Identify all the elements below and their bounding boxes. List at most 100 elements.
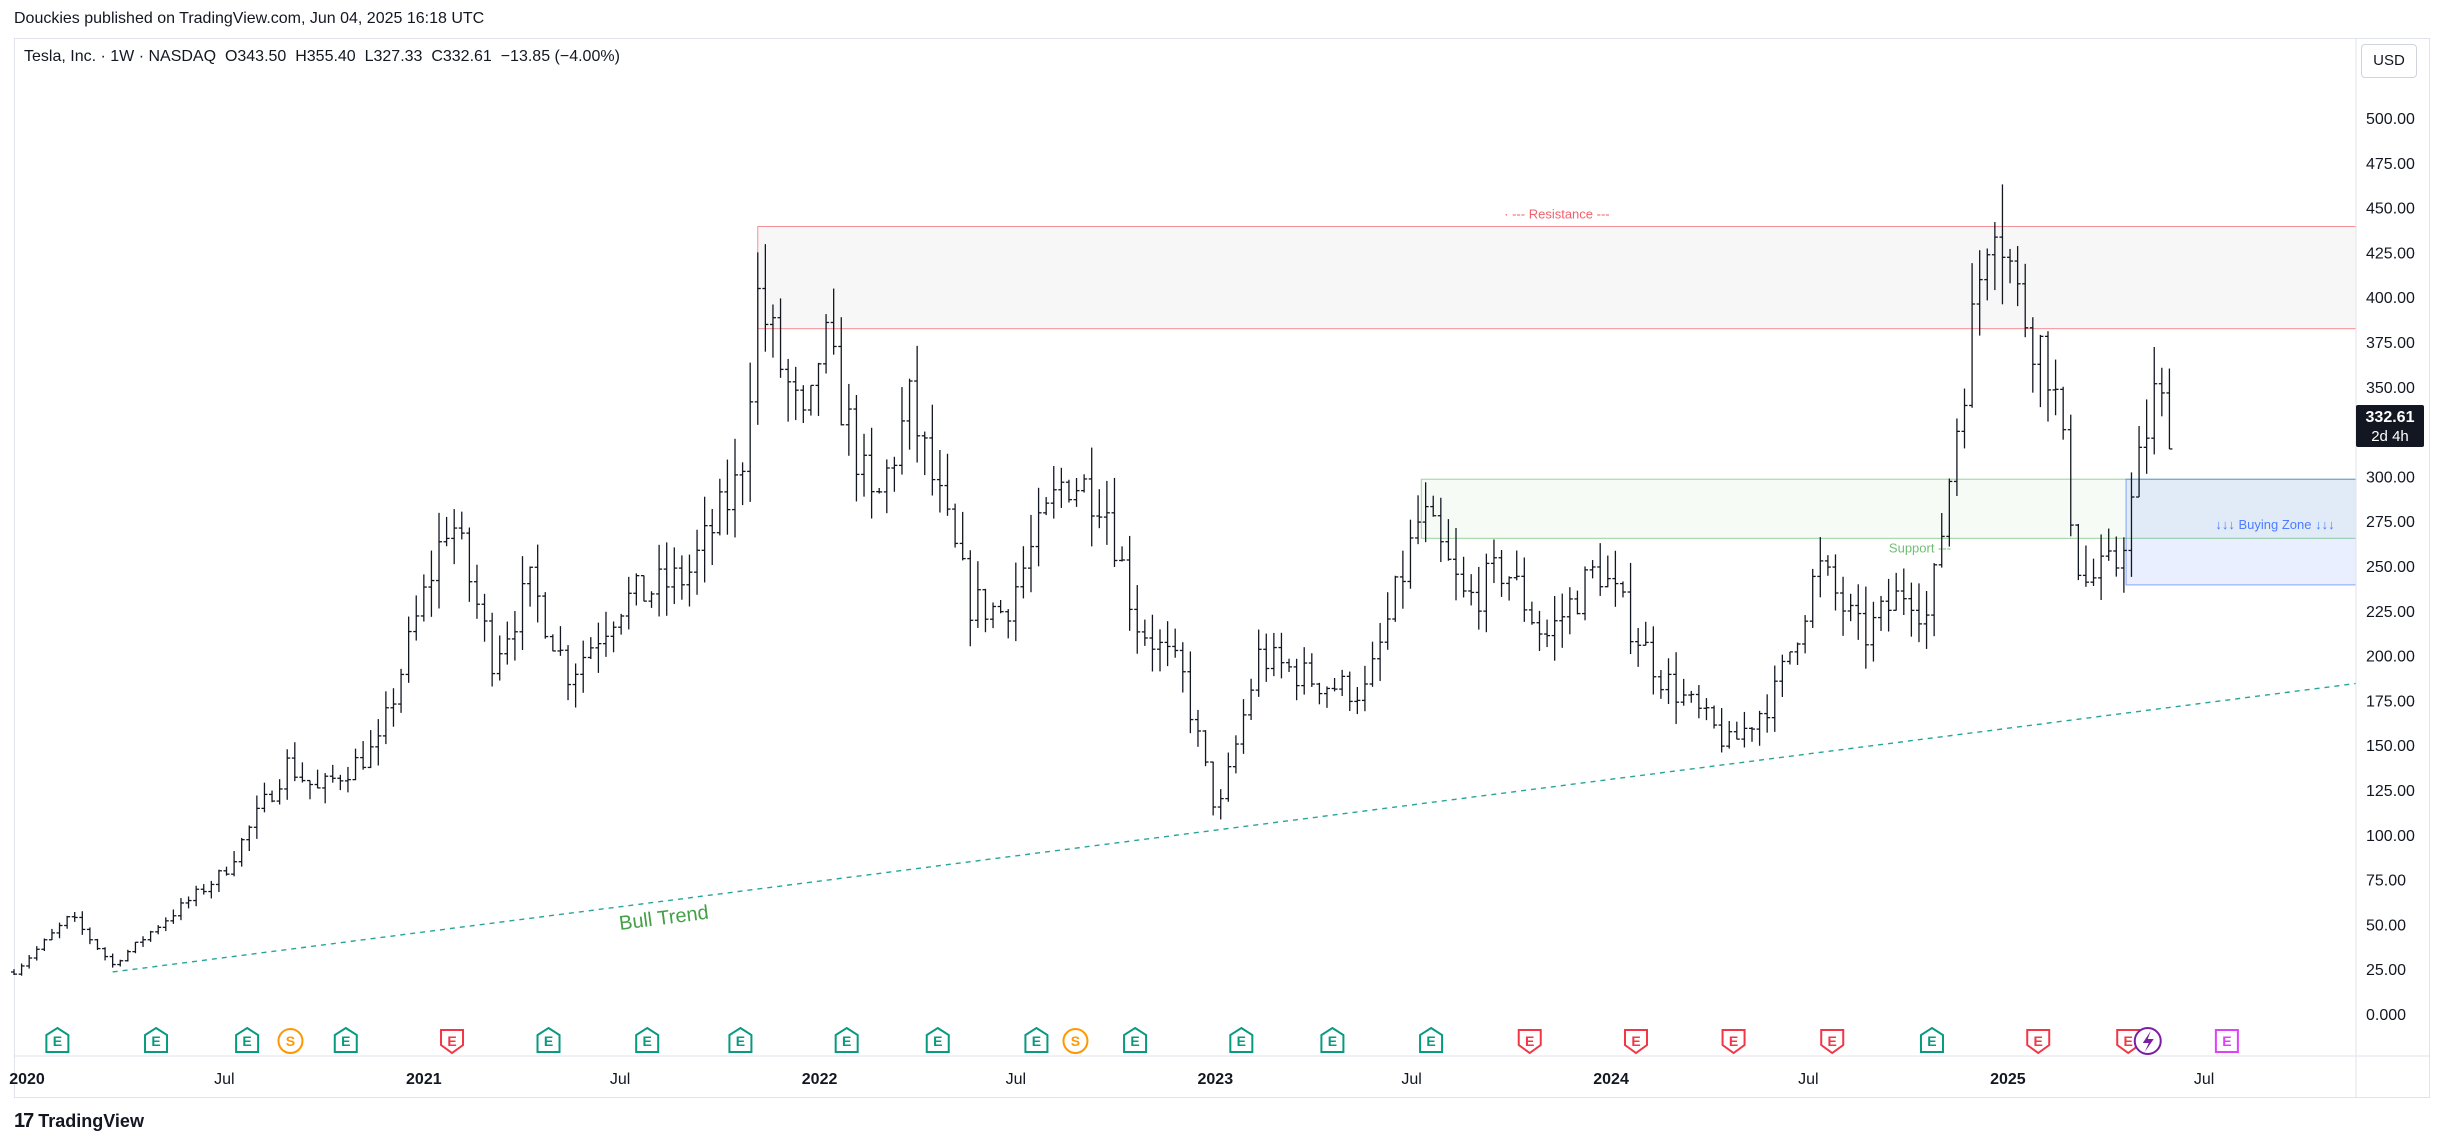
ohlc-bar[interactable] xyxy=(238,837,245,867)
ohlc-bar[interactable] xyxy=(1270,632,1277,677)
ohlc-bar[interactable] xyxy=(1938,512,1945,568)
ohlc-bar[interactable] xyxy=(1323,686,1330,708)
ohlc-bar[interactable] xyxy=(1794,642,1801,665)
ohlc-bar[interactable] xyxy=(2113,536,2120,577)
ohlc-bar[interactable] xyxy=(1179,642,1186,693)
earnings-badge-icon[interactable]: E xyxy=(235,1026,260,1053)
ohlc-bar[interactable] xyxy=(1050,465,1057,519)
ohlc-bar[interactable] xyxy=(982,588,989,633)
ohlc-bar[interactable] xyxy=(1984,248,1991,301)
ohlc-bar[interactable] xyxy=(1718,708,1725,753)
ohlc-bar[interactable] xyxy=(1862,586,1869,669)
ohlc-bar[interactable] xyxy=(1703,698,1710,721)
ohlc-bar[interactable] xyxy=(1900,568,1907,616)
ohlc-bar[interactable] xyxy=(344,766,351,793)
ohlc-bar[interactable] xyxy=(1764,694,1771,733)
ohlc-bar[interactable] xyxy=(1741,711,1748,748)
ohlc-bar[interactable] xyxy=(762,244,769,352)
earnings-badge-icon[interactable]: E xyxy=(536,1026,561,1053)
ohlc-bar[interactable] xyxy=(1468,574,1475,606)
ohlc-bar[interactable] xyxy=(769,304,776,358)
ohlc-bar[interactable] xyxy=(1521,557,1528,622)
ohlc-bar[interactable] xyxy=(2143,399,2150,474)
support-zone[interactable] xyxy=(1420,478,2357,539)
ohlc-bar[interactable] xyxy=(1202,730,1209,767)
ohlc-bar[interactable] xyxy=(352,748,359,781)
ohlc-bar[interactable] xyxy=(261,782,268,813)
ohlc-bar[interactable] xyxy=(1612,550,1619,607)
ohlc-bar[interactable] xyxy=(595,622,602,673)
ohlc-bar[interactable] xyxy=(1733,721,1740,740)
ohlc-bar[interactable] xyxy=(1665,658,1672,704)
ohlc-bar[interactable] xyxy=(1111,477,1118,568)
ohlc-bar[interactable] xyxy=(2128,472,2135,577)
ohlc-bar[interactable] xyxy=(845,383,852,456)
ohlc-bar[interactable] xyxy=(1149,614,1156,672)
ohlc-bar[interactable] xyxy=(663,542,670,616)
currency-button[interactable]: USD xyxy=(2361,44,2417,78)
ohlc-bar[interactable] xyxy=(2098,534,2105,600)
ohlc-bar[interactable] xyxy=(519,556,526,651)
ohlc-bar[interactable] xyxy=(853,394,860,502)
ohlc-bar[interactable] xyxy=(1840,576,1847,636)
ohlc-bar[interactable] xyxy=(671,547,678,605)
ohlc-bar[interactable] xyxy=(1604,555,1611,588)
ohlc-bar[interactable] xyxy=(71,911,78,922)
ohlc-bar[interactable] xyxy=(1566,587,1573,635)
ohlc-bar[interactable] xyxy=(1119,546,1126,562)
earnings-badge-icon[interactable]: E xyxy=(1623,1029,1648,1055)
ohlc-bar[interactable] xyxy=(1012,562,1019,642)
split-badge-icon[interactable]: S xyxy=(1062,1028,1089,1054)
ohlc-bar[interactable] xyxy=(815,362,822,416)
ohlc-bar[interactable] xyxy=(496,635,503,681)
ohlc-bar[interactable] xyxy=(1475,566,1482,630)
ohlc-bar[interactable] xyxy=(527,566,534,607)
ohlc-bar[interactable] xyxy=(390,688,397,727)
ohlc-bar[interactable] xyxy=(185,896,192,909)
ohlc-bar[interactable] xyxy=(861,433,868,497)
ohlc-bar[interactable] xyxy=(633,573,640,606)
ohlc-bar[interactable] xyxy=(1354,687,1361,715)
earnings-badge-icon[interactable]: E xyxy=(1419,1026,1444,1053)
ohlc-bar[interactable] xyxy=(739,462,746,506)
ohlc-bar[interactable] xyxy=(18,963,25,976)
earnings-badge-icon[interactable]: E xyxy=(45,1026,70,1053)
ohlc-bar[interactable] xyxy=(686,554,693,607)
ohlc-bar[interactable] xyxy=(914,345,921,463)
ohlc-bar[interactable] xyxy=(1627,562,1634,655)
ohlc-bar[interactable] xyxy=(1953,418,1960,496)
ohlc-bar[interactable] xyxy=(1088,447,1095,547)
ohlc-bar[interactable] xyxy=(1878,595,1885,631)
ohlc-bar[interactable] xyxy=(2151,346,2158,455)
ohlc-bar[interactable] xyxy=(1931,563,1938,637)
symbol-legend[interactable]: Tesla, Inc. · 1W · NASDAQ O343.50 H355.4… xyxy=(24,48,620,66)
ohlc-bar[interactable] xyxy=(1635,627,1642,667)
ohlc-bar[interactable] xyxy=(102,947,109,961)
ohlc-bar[interactable] xyxy=(891,456,898,492)
ohlc-bar[interactable] xyxy=(1217,789,1224,820)
ohlc-bar[interactable] xyxy=(511,611,518,661)
ohlc-bar[interactable] xyxy=(1293,658,1300,701)
ohlc-bar[interactable] xyxy=(929,404,936,496)
earnings-badge-icon[interactable]: E xyxy=(1919,1026,1944,1053)
ohlc-bar[interactable] xyxy=(1399,550,1406,609)
ohlc-bar[interactable] xyxy=(2044,331,2051,422)
ohlc-bar[interactable] xyxy=(473,564,480,619)
ohlc-bar[interactable] xyxy=(2105,528,2112,561)
ohlc-bar[interactable] xyxy=(1225,752,1232,802)
ohlc-bar[interactable] xyxy=(420,574,427,622)
ohlc-bar[interactable] xyxy=(1073,477,1080,507)
ohlc-bar[interactable] xyxy=(170,909,177,924)
ohlc-bar[interactable] xyxy=(967,550,974,647)
ohlc-bar[interactable] xyxy=(322,773,329,804)
ohlc-bar[interactable] xyxy=(1832,554,1839,611)
ohlc-bar[interactable] xyxy=(1824,555,1831,576)
ohlc-bar[interactable] xyxy=(41,938,48,951)
ohlc-bar[interactable] xyxy=(542,592,549,639)
ohlc-bar[interactable] xyxy=(1065,479,1072,503)
ohlc-bar[interactable] xyxy=(1263,633,1270,682)
ohlc-bar[interactable] xyxy=(2014,246,2021,307)
ohlc-bar[interactable] xyxy=(79,911,86,935)
ohlc-bar[interactable] xyxy=(1020,546,1027,599)
ohlc-bar[interactable] xyxy=(2158,367,2165,417)
